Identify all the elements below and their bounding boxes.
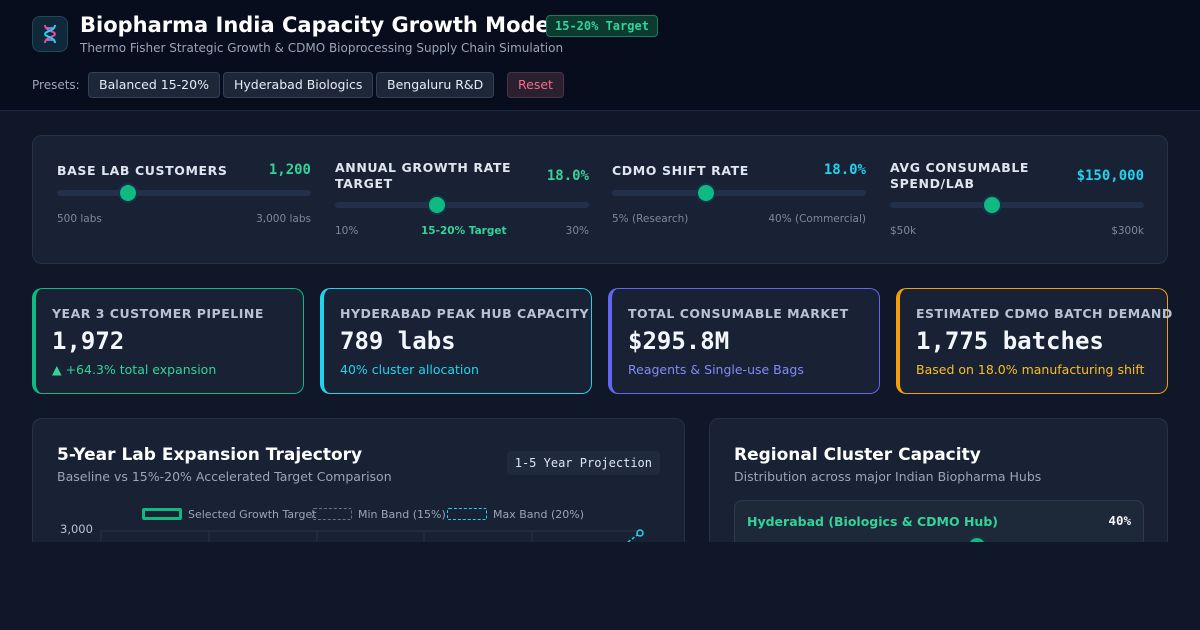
app-subtitle: Thermo Fisher Strategic Growth & CDMO Bi…: [80, 41, 564, 55]
app-title: Biopharma India Capacity Growth Modeler: [80, 13, 582, 37]
kpi-hyderabad-capacity: HYDERABAD PEAK HUB CAPACITY 789 labs 40%…: [320, 288, 592, 394]
max-band-point: [636, 529, 644, 537]
legend-swatch-selected: [142, 508, 182, 520]
control-cdmo-shift-rate: CDMO SHIFT RATE 18.0% 5% (Research) 40% …: [612, 136, 866, 265]
slider-thumb[interactable]: [120, 185, 137, 201]
slider-max-label: 3,000 labs: [256, 213, 311, 225]
presets-label: Presets:: [32, 78, 80, 92]
control-value: 1,200: [268, 162, 311, 178]
slider-min-label: 5% (Research): [612, 213, 689, 225]
legend-selected[interactable]: Selected Growth Target: [188, 508, 317, 521]
kpi-label: YEAR 3 CUSTOMER PIPELINE: [52, 306, 264, 321]
kpi-year3-pipeline: YEAR 3 CUSTOMER PIPELINE 1,972 ▲ +64.3% …: [32, 288, 304, 394]
kpi-note: 40% cluster allocation: [340, 362, 479, 377]
legend-swatch-min: [312, 508, 352, 520]
target-badge: 15-20% Target: [546, 15, 658, 37]
cluster-name: Hyderabad (Biologics & CDMO Hub): [747, 514, 998, 529]
legend-max-band[interactable]: Max Band (20%): [493, 508, 585, 521]
kpi-note: Reagents & Single-use Bags: [628, 362, 804, 377]
panel-subtitle: Distribution across major Indian Biophar…: [734, 469, 1042, 484]
legend-min-band[interactable]: Min Band (15%): [358, 508, 446, 521]
kpi-label: HYDERABAD PEAK HUB CAPACITY: [340, 306, 589, 321]
kpi-value: 1,775 batches: [916, 327, 1104, 355]
slider-min-label: 10%: [335, 225, 359, 237]
preset-balanced-button[interactable]: Balanced 15-20%: [88, 72, 220, 98]
control-label: BASE LAB CUSTOMERS: [57, 163, 228, 178]
control-label: AVG CONSUMABLE SPEND/LAB: [890, 160, 1030, 191]
slider-min-label: 500 labs: [57, 213, 102, 225]
dna-icon: [32, 16, 68, 52]
trajectory-panel: 5-Year Lab Expansion Trajectory Baseline…: [32, 418, 685, 578]
preset-hyderabad-button[interactable]: Hyderabad Biologics: [223, 72, 374, 98]
control-value: 18.0%: [546, 168, 589, 184]
kpi-value: 789 labs: [340, 327, 456, 355]
slider-thumb[interactable]: [428, 197, 445, 213]
legend-swatch-max: [447, 508, 487, 520]
page-background: [0, 542, 1200, 630]
panel-title: Regional Cluster Capacity: [734, 445, 981, 465]
kpi-label: ESTIMATED CDMO BATCH DEMAND: [916, 306, 1173, 321]
projection-badge: 1-5 Year Projection: [506, 451, 660, 475]
kpi-value: $295.8M: [628, 327, 730, 355]
slider-max-label: 30%: [565, 225, 589, 237]
control-label: CDMO SHIFT RATE: [612, 163, 749, 178]
kpi-value: 1,972: [52, 327, 125, 355]
controls-panel: BASE LAB CUSTOMERS 1,200 500 labs 3,000 …: [32, 135, 1168, 264]
slider-thumb[interactable]: [983, 197, 1000, 213]
slider-target-label: 15-20% Target: [421, 225, 507, 237]
control-value: $150,000: [1076, 168, 1144, 184]
control-base-lab-customers: BASE LAB CUSTOMERS 1,200 500 labs 3,000 …: [57, 136, 311, 265]
panel-title: 5-Year Lab Expansion Trajectory: [57, 445, 363, 465]
y-axis-tick: 3,000: [60, 522, 93, 536]
kpi-consumable-market: TOTAL CONSUMABLE MARKET $295.8M Reagents…: [608, 288, 880, 394]
preset-bengaluru-button[interactable]: Bengaluru R&D: [376, 72, 495, 98]
growth-rate-slider[interactable]: [335, 197, 589, 213]
cluster-share: 40%: [1108, 513, 1131, 528]
kpi-cdmo-batch-demand: ESTIMATED CDMO BATCH DEMAND 1,775 batche…: [896, 288, 1172, 394]
kpi-note: Based on 18.0% manufacturing shift: [916, 362, 1145, 377]
control-value: 18.0%: [823, 162, 866, 178]
consumable-spend-slider[interactable]: [890, 197, 1144, 213]
control-annual-growth-rate: ANNUAL GROWTH RATE TARGET 18.0% 10% 15-2…: [335, 136, 589, 265]
control-avg-consumable-spend: AVG CONSUMABLE SPEND/LAB $150,000 $50k $…: [890, 136, 1144, 265]
slider-min-label: $50k: [890, 225, 917, 237]
kpi-note: ▲ +64.3% total expansion: [52, 362, 217, 377]
panel-subtitle: Baseline vs 15%-20% Accelerated Target C…: [57, 469, 392, 484]
cdmo-shift-slider[interactable]: [612, 185, 866, 201]
app-header: Biopharma India Capacity Growth Modeler …: [0, 0, 1200, 111]
slider-thumb[interactable]: [697, 185, 714, 201]
slider-max-label: $300k: [1111, 225, 1144, 237]
slider-max-label: 40% (Commercial): [768, 213, 866, 225]
kpi-label: TOTAL CONSUMABLE MARKET: [628, 306, 849, 321]
reset-button[interactable]: Reset: [507, 72, 564, 98]
control-label: ANNUAL GROWTH RATE TARGET: [335, 160, 512, 191]
base-customers-slider[interactable]: [57, 185, 311, 201]
